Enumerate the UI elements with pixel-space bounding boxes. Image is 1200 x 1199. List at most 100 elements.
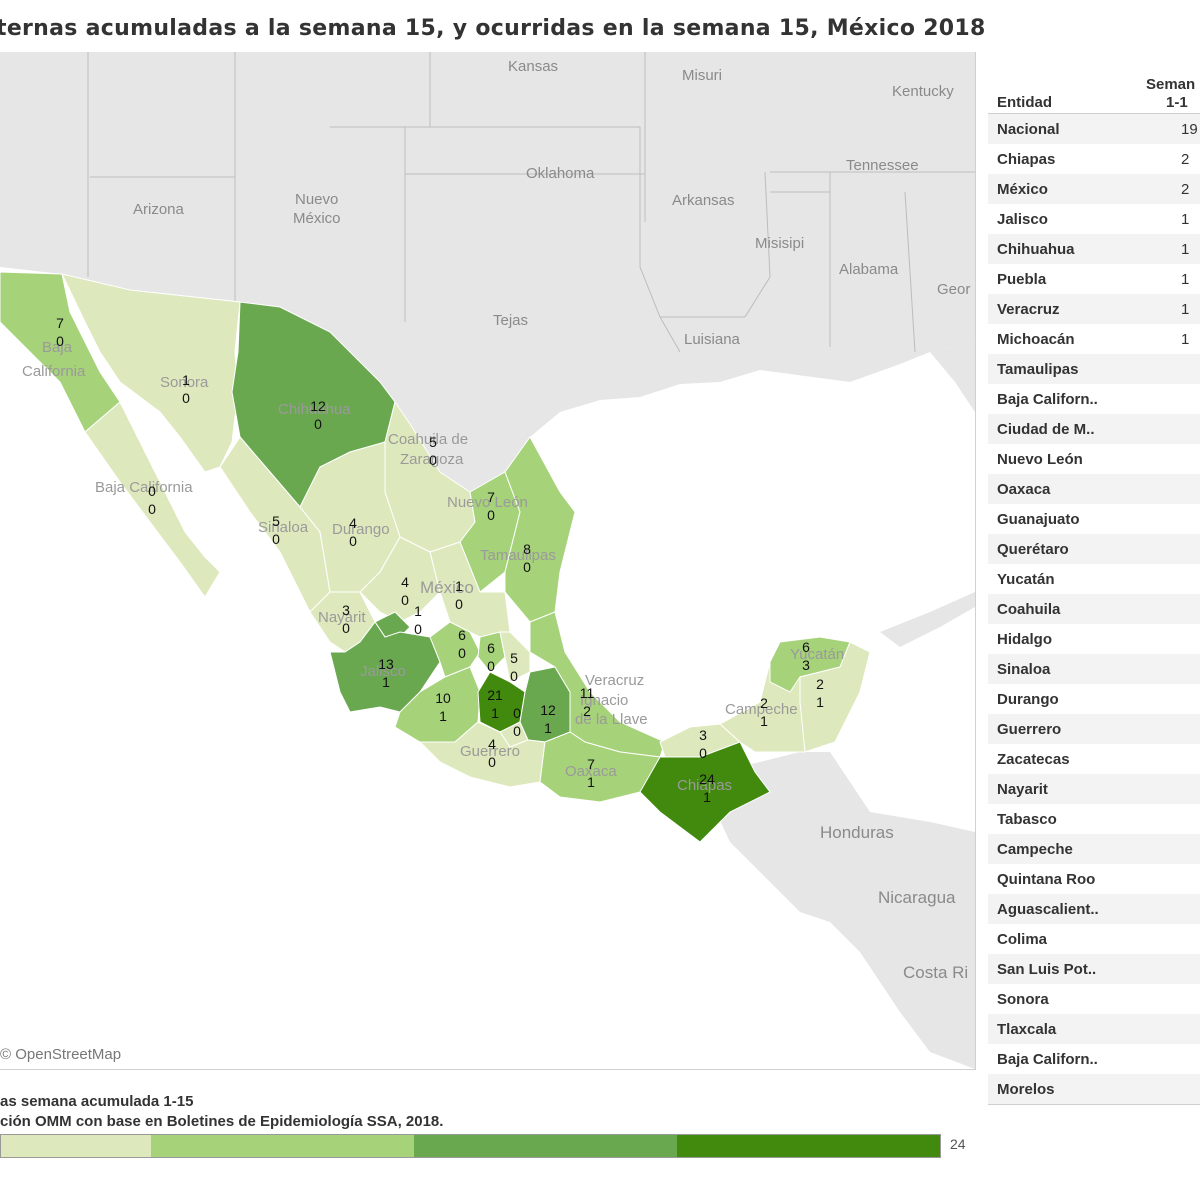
table-row[interactable]: Nayarit bbox=[988, 774, 1200, 804]
state-quintana-roo[interactable] bbox=[799, 641, 871, 753]
table-row[interactable]: Jalisco 1 bbox=[988, 204, 1200, 234]
table-row[interactable]: México 2 bbox=[988, 174, 1200, 204]
state-baja-california-sur[interactable] bbox=[84, 401, 221, 598]
label-chihuahua: Chihuahua bbox=[278, 401, 351, 418]
column-header-semana[interactable]: Seman bbox=[1146, 76, 1196, 93]
label-kentucky: Kentucky bbox=[892, 83, 954, 100]
table-row[interactable]: Michoacán 1 bbox=[988, 324, 1200, 354]
map-value-accumulated: 3 bbox=[342, 602, 350, 618]
map-value-week: 1 bbox=[439, 708, 447, 724]
row-entidad: Yucatán bbox=[997, 571, 1055, 588]
table-row[interactable]: Quintana Roo bbox=[988, 864, 1200, 894]
map-value-week: 1 bbox=[544, 720, 552, 736]
row-value: 1 bbox=[1181, 241, 1190, 258]
row-entidad: Nacional bbox=[997, 121, 1060, 138]
table-row[interactable]: Baja Californ.. bbox=[988, 1044, 1200, 1074]
map-value-week: 0 bbox=[349, 533, 357, 549]
table-row[interactable]: Aguascalient.. bbox=[988, 894, 1200, 924]
map-value-week: 0 bbox=[429, 452, 437, 468]
table-row[interactable]: Querétaro bbox=[988, 534, 1200, 564]
table-body: Nacional 19 Chiapas 2 México 2 Jalisco 1 Chihuah… bbox=[988, 114, 1200, 1104]
map-view[interactable]: Kansas Misuri Kentucky Oklahoma Tennesse… bbox=[0, 52, 976, 1070]
table-row[interactable]: Ciudad de M.. bbox=[988, 414, 1200, 444]
map-value-week: 0 bbox=[523, 559, 531, 575]
table-row[interactable]: Zacatecas bbox=[988, 744, 1200, 774]
table-row[interactable]: Morelos bbox=[988, 1074, 1200, 1104]
column-header-entidad[interactable]: Entidad bbox=[997, 94, 1052, 111]
row-entidad: México bbox=[997, 181, 1048, 198]
table-row[interactable]: Sonora bbox=[988, 984, 1200, 1014]
row-entidad: Campeche bbox=[997, 841, 1073, 858]
table-row[interactable]: Veracruz 1 bbox=[988, 294, 1200, 324]
map-value-accumulated: 8 bbox=[523, 541, 531, 557]
table-row[interactable]: Tlaxcala bbox=[988, 1014, 1200, 1044]
row-entidad: Coahuila bbox=[997, 601, 1061, 618]
map-value-week: 1 bbox=[587, 774, 595, 790]
table-row[interactable]: Sinaloa bbox=[988, 654, 1200, 684]
label-california: California bbox=[22, 363, 86, 380]
state-chiapas[interactable] bbox=[639, 741, 771, 843]
label-oklahoma: Oklahoma bbox=[526, 165, 595, 182]
table-row[interactable]: Nuevo León bbox=[988, 444, 1200, 474]
table-row[interactable]: Oaxaca bbox=[988, 474, 1200, 504]
table-row[interactable]: Nacional 19 bbox=[988, 114, 1200, 144]
row-entidad: Oaxaca bbox=[997, 481, 1051, 498]
table-header: Entidad Seman 1-1 bbox=[988, 64, 1200, 114]
legend-swatch-4 bbox=[677, 1135, 940, 1157]
row-entidad: Chihuahua bbox=[997, 241, 1075, 258]
state-guanajuato[interactable] bbox=[429, 621, 481, 678]
table-row[interactable]: San Luis Pot.. bbox=[988, 954, 1200, 984]
row-entidad: Durango bbox=[997, 691, 1059, 708]
map-value-week: 0 bbox=[488, 754, 496, 770]
label-mexico-country: México bbox=[420, 578, 474, 597]
florida-land bbox=[930, 342, 975, 412]
row-entidad: Quintana Roo bbox=[997, 871, 1096, 888]
label-luisiana: Luisiana bbox=[684, 331, 741, 348]
map-attribution: © OpenStreetMap bbox=[0, 1046, 122, 1063]
row-entidad: Guanajuato bbox=[997, 511, 1080, 528]
table-row[interactable]: Tamaulipas bbox=[988, 354, 1200, 384]
state-guerrero[interactable] bbox=[418, 721, 546, 788]
map-value-accumulated: 5 bbox=[510, 650, 518, 666]
row-entidad: Tamaulipas bbox=[997, 361, 1079, 378]
label-baja: Baja bbox=[42, 339, 73, 356]
state-san-luis-potosi[interactable] bbox=[429, 541, 511, 638]
label-zaragoza: Zaragoza bbox=[400, 451, 464, 468]
label-jalisco: Jalisco bbox=[360, 663, 406, 680]
table-row[interactable]: Chiapas 2 bbox=[988, 144, 1200, 174]
label-bcs: Baja California bbox=[95, 479, 193, 496]
table-row[interactable]: Guerrero bbox=[988, 714, 1200, 744]
map-value-week: 1 bbox=[382, 674, 390, 690]
label-tejas: Tejas bbox=[493, 312, 528, 329]
table-row[interactable]: Hidalgo bbox=[988, 624, 1200, 654]
map-value-accumulated: 24 bbox=[699, 771, 715, 787]
state-queretaro[interactable] bbox=[477, 631, 506, 673]
map-value-week: 0 bbox=[699, 745, 707, 761]
label-arizona: Arizona bbox=[133, 201, 185, 218]
us-state-borders bbox=[87, 52, 975, 353]
entidad-table: Entidad Seman 1-1 Nacional 19 Chiapas 2 Méxi… bbox=[988, 64, 1200, 1105]
table-row[interactable]: Campeche bbox=[988, 834, 1200, 864]
map-value-accumulated: 1 bbox=[182, 372, 190, 388]
mexico-labels: Baja California Sonora Chihuahua Coahuil… bbox=[22, 339, 844, 794]
label-tamaulipas: Tamaulipas bbox=[480, 547, 556, 564]
legend-swatch-3 bbox=[414, 1135, 677, 1157]
table-row[interactable]: Chihuahua 1 bbox=[988, 234, 1200, 264]
label-veracruz-3: de la Llave bbox=[575, 711, 648, 728]
table-row[interactable]: Baja Californ.. bbox=[988, 384, 1200, 414]
table-row[interactable]: Colima bbox=[988, 924, 1200, 954]
map-value-accumulated: 12 bbox=[310, 398, 326, 414]
table-row[interactable]: Tabasco bbox=[988, 804, 1200, 834]
table-row[interactable]: Durango bbox=[988, 684, 1200, 714]
map-value-week: 0 bbox=[510, 668, 518, 684]
table-row[interactable]: Puebla 1 bbox=[988, 264, 1200, 294]
table-row[interactable]: Coahuila bbox=[988, 594, 1200, 624]
central-america-land bbox=[700, 752, 975, 1069]
table-row[interactable]: Yucatán bbox=[988, 564, 1200, 594]
label-georgia: Geor bbox=[937, 281, 970, 298]
map-value-accumulated: 3 bbox=[699, 727, 707, 743]
row-entidad: San Luis Pot.. bbox=[997, 961, 1097, 978]
table-row[interactable]: Guanajuato bbox=[988, 504, 1200, 534]
map-value-accumulated: 6 bbox=[802, 639, 810, 655]
map-value-accumulated: 0 bbox=[148, 483, 156, 499]
